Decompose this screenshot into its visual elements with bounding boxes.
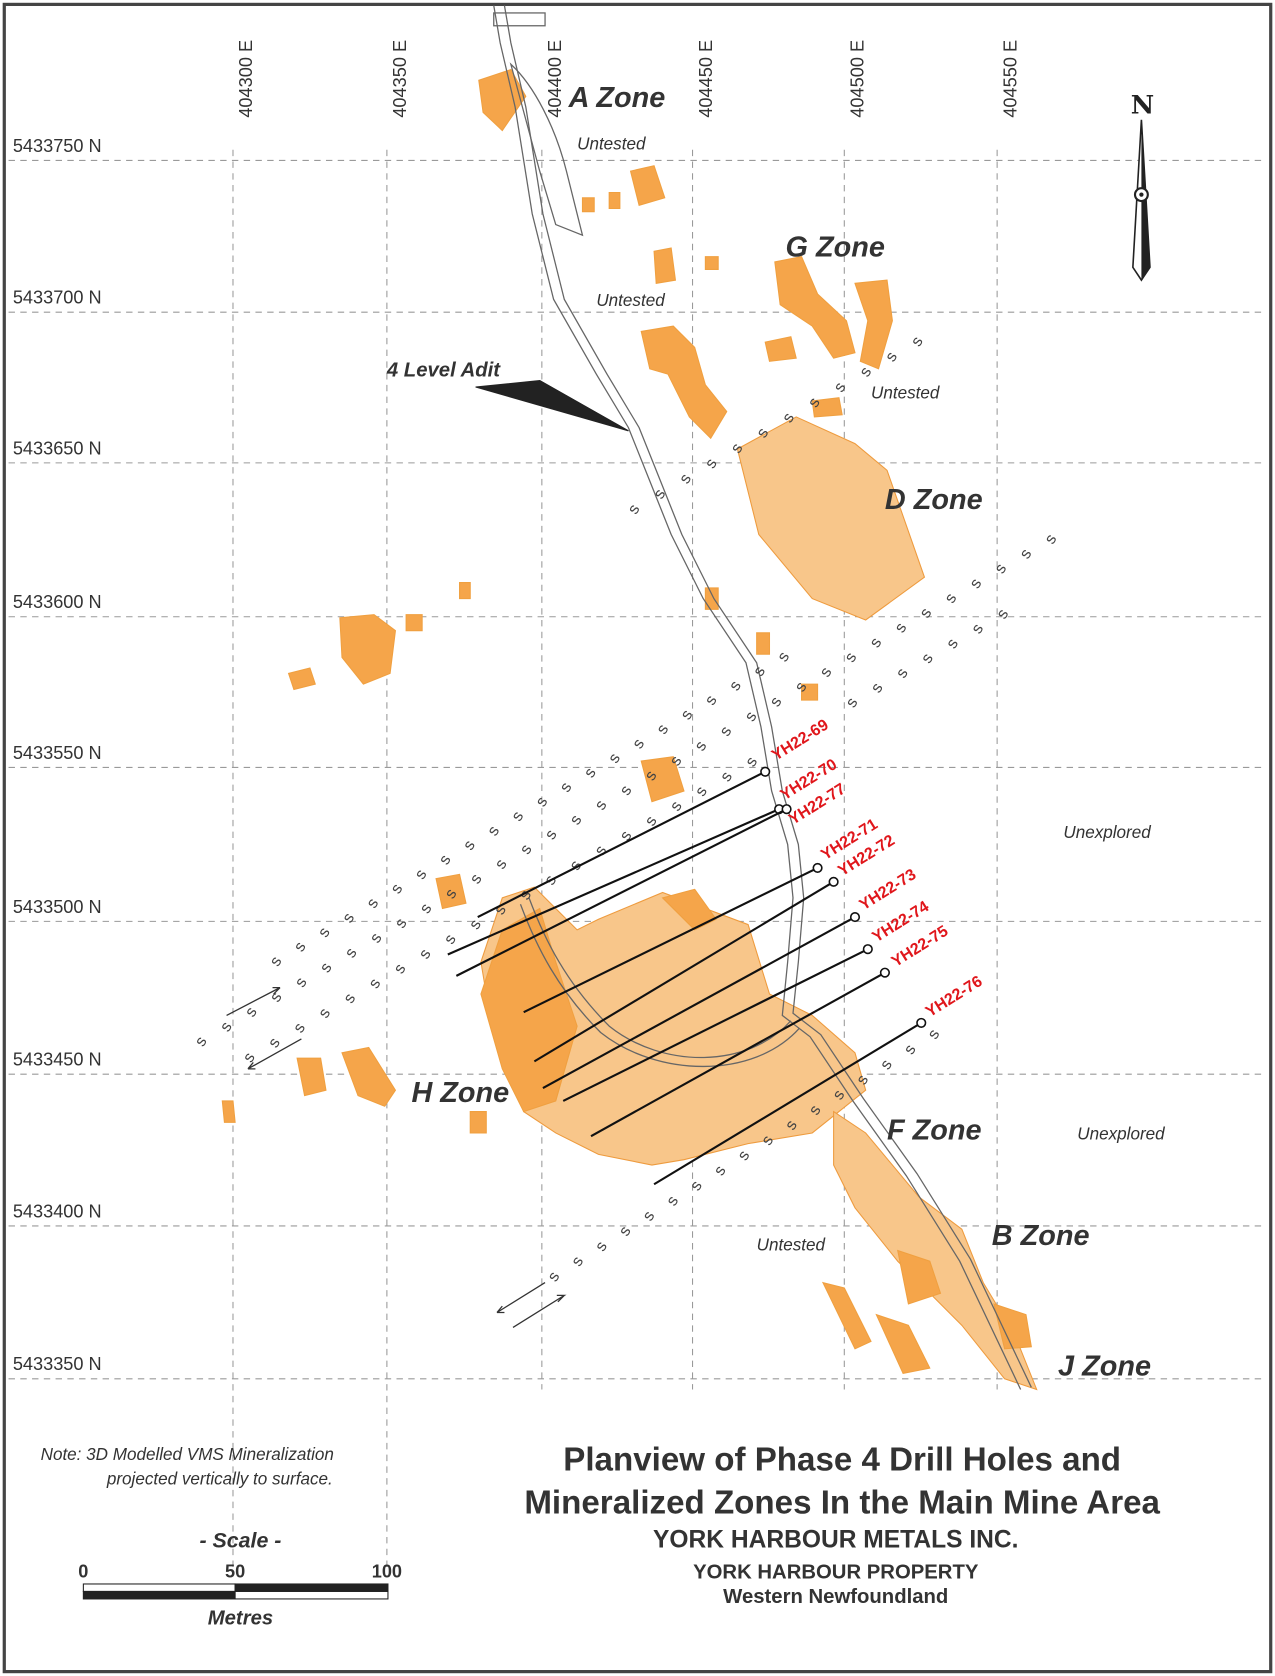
zone-label-g: G Zone <box>786 232 885 264</box>
note-line: projected vertically to surface. <box>106 1470 333 1489</box>
northing-label: 5433500 N <box>13 897 102 917</box>
northing-label: 5433700 N <box>13 288 102 308</box>
unexplored-label: Unexplored <box>1077 1124 1165 1143</box>
easting-label: 404350 E <box>390 40 410 118</box>
scale-tick: 50 <box>225 1562 245 1582</box>
zone-label-h: H Zone <box>411 1077 509 1109</box>
zone-label-d: D Zone <box>885 484 983 516</box>
note-line: Note: 3D Modelled VMS Mineralization <box>41 1445 334 1464</box>
easting-labels: 404300 E 404350 E 404400 E 404450 E 4045… <box>236 40 1020 118</box>
northing-label: 5433550 N <box>13 743 102 763</box>
fault-arrow-icon <box>496 1282 546 1314</box>
scale-tick: 100 <box>372 1562 402 1582</box>
north-arrow: N <box>1131 90 1154 282</box>
region-name: Western Newfoundland <box>723 1586 948 1608</box>
property-name: YORK HARBOUR PROPERTY <box>693 1562 979 1584</box>
easting-label: 404550 E <box>1000 40 1020 118</box>
easting-label: 404500 E <box>848 40 868 118</box>
north-label: N <box>1131 90 1154 120</box>
scale-unit: Metres <box>208 1608 273 1630</box>
unexplored-label: Unexplored <box>1063 823 1151 842</box>
untested-label: Untested <box>596 291 665 310</box>
northing-label: 5433400 N <box>13 1201 102 1221</box>
note-block: Note: 3D Modelled VMS Mineralization pro… <box>41 1445 334 1489</box>
untested-label: Untested <box>871 384 940 403</box>
scale-tick: 0 <box>78 1562 88 1582</box>
company-name: YORK HARBOUR METALS INC. <box>653 1527 1018 1554</box>
fault-arrows <box>226 986 567 1329</box>
map-title-line: Planview of Phase 4 Drill Holes and <box>563 1442 1121 1479</box>
untested-label: Untested <box>757 1236 826 1255</box>
area-annotations: Untested Untested Untested Untested Unex… <box>577 135 1165 1255</box>
northing-label: 5433450 N <box>13 1050 102 1070</box>
fault-arrow-icon <box>226 986 281 1016</box>
fault-arrow-icon <box>512 1294 567 1329</box>
northing-label: 5433350 N <box>13 1354 102 1374</box>
northing-labels: 5433750 N 5433700 N 5433650 N 5433600 N … <box>13 136 102 1374</box>
scale-title: - Scale - <box>200 1529 282 1553</box>
northing-label: 5433750 N <box>13 136 102 156</box>
scale-bar: - Scale - 0 50 100 Metres <box>78 1529 402 1630</box>
zone-label-j: J Zone <box>1058 1351 1151 1383</box>
map-title-line: Mineralized Zones In the Main Mine Area <box>524 1484 1160 1521</box>
adit-callout: 4 Level Adit <box>386 359 629 432</box>
easting-label: 404300 E <box>236 40 256 118</box>
easting-label: 404450 E <box>696 40 716 118</box>
untested-label: Untested <box>577 135 646 154</box>
zone-labels: A Zone G Zone D Zone H Zone F Zone B Zon… <box>411 82 1151 1383</box>
mineralization-polygons <box>221 68 1038 1391</box>
northing-label: 5433650 N <box>13 438 102 458</box>
zone-label-b: B Zone <box>992 1220 1090 1252</box>
northing-label: 5433600 N <box>13 592 102 612</box>
easting-label: 404400 E <box>545 40 565 118</box>
zone-label-f: F Zone <box>887 1114 982 1146</box>
adit-label: 4 Level Adit <box>386 359 501 381</box>
zone-label-a: A Zone <box>568 82 666 114</box>
title-block: Planview of Phase 4 Drill Holes and Mine… <box>524 1442 1160 1609</box>
fault-arrow-icon <box>247 1038 302 1070</box>
